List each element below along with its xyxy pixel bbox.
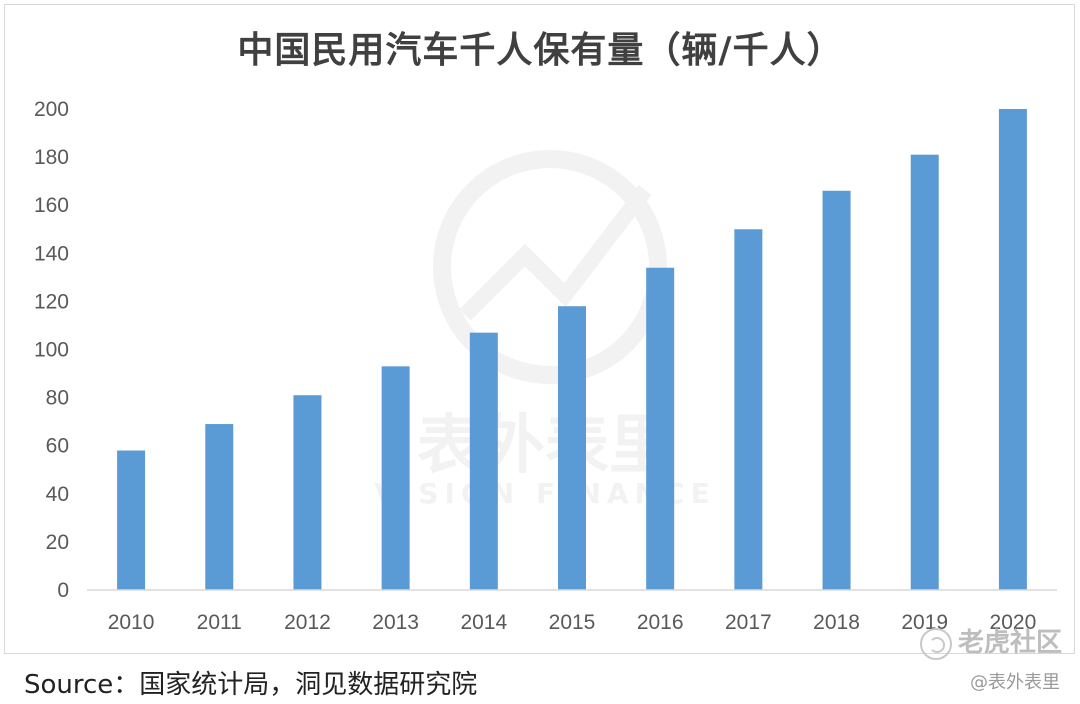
bar	[381, 366, 410, 590]
x-axis: 2010 2011 2012 2013 2014 2015 2016 2017 2018 2019…	[108, 611, 1037, 634]
y-tick-label: 180	[34, 146, 69, 169]
bar	[205, 424, 234, 590]
watermark-cn: 表外表里	[417, 409, 673, 483]
x-tick-label: 2011	[197, 611, 242, 634]
y-tick-label: 140	[34, 242, 69, 265]
y-tick-label: 200	[34, 98, 69, 121]
x-tick-label: 2020	[990, 611, 1037, 634]
x-tick-label: 2013	[372, 611, 419, 634]
x-tick-label: 2010	[108, 611, 155, 634]
tiger-community-logo: 老虎社区	[919, 622, 1062, 660]
y-axis: 0 20 40 60 80 100 120 140 160 180 200	[34, 98, 69, 602]
x-tick-label: 2014	[460, 611, 507, 634]
x-tick-label: 2015	[549, 611, 596, 634]
y-tick-label: 60	[46, 435, 69, 458]
tiger-logo-icon	[919, 627, 952, 660]
y-tick-label: 120	[34, 290, 69, 313]
x-tick-label: 2016	[637, 611, 684, 634]
author-handle: @表外表里	[970, 672, 1060, 693]
bar	[734, 229, 763, 590]
bar	[293, 395, 322, 590]
x-tick-label: 2017	[725, 611, 772, 634]
y-tick-label: 100	[34, 339, 69, 362]
bar	[822, 190, 851, 590]
y-tick-label: 40	[46, 483, 69, 506]
y-tick-label: 80	[46, 387, 69, 410]
x-tick-label: 2012	[284, 611, 331, 634]
chart-title: 中国民用汽车千人保有量（辆/千人）	[237, 30, 844, 71]
bar	[998, 109, 1027, 590]
bars	[117, 109, 1027, 590]
tiger-brand-label: 老虎社区	[957, 628, 1062, 658]
x-tick-label: 2018	[813, 611, 860, 634]
bar	[117, 450, 146, 590]
bar-chart: 表外表里 VISION FINANCE 02040608010012014016…	[34, 98, 1057, 634]
bar	[646, 267, 675, 590]
source-note: Source：国家统计局，洞见数据研究院	[24, 670, 478, 700]
bar	[558, 306, 586, 590]
y-tick-label: 20	[46, 531, 69, 554]
y-tick-label: 0	[57, 579, 69, 602]
bar	[469, 332, 498, 590]
y-tick-label: 160	[34, 194, 69, 217]
bar	[910, 154, 939, 590]
